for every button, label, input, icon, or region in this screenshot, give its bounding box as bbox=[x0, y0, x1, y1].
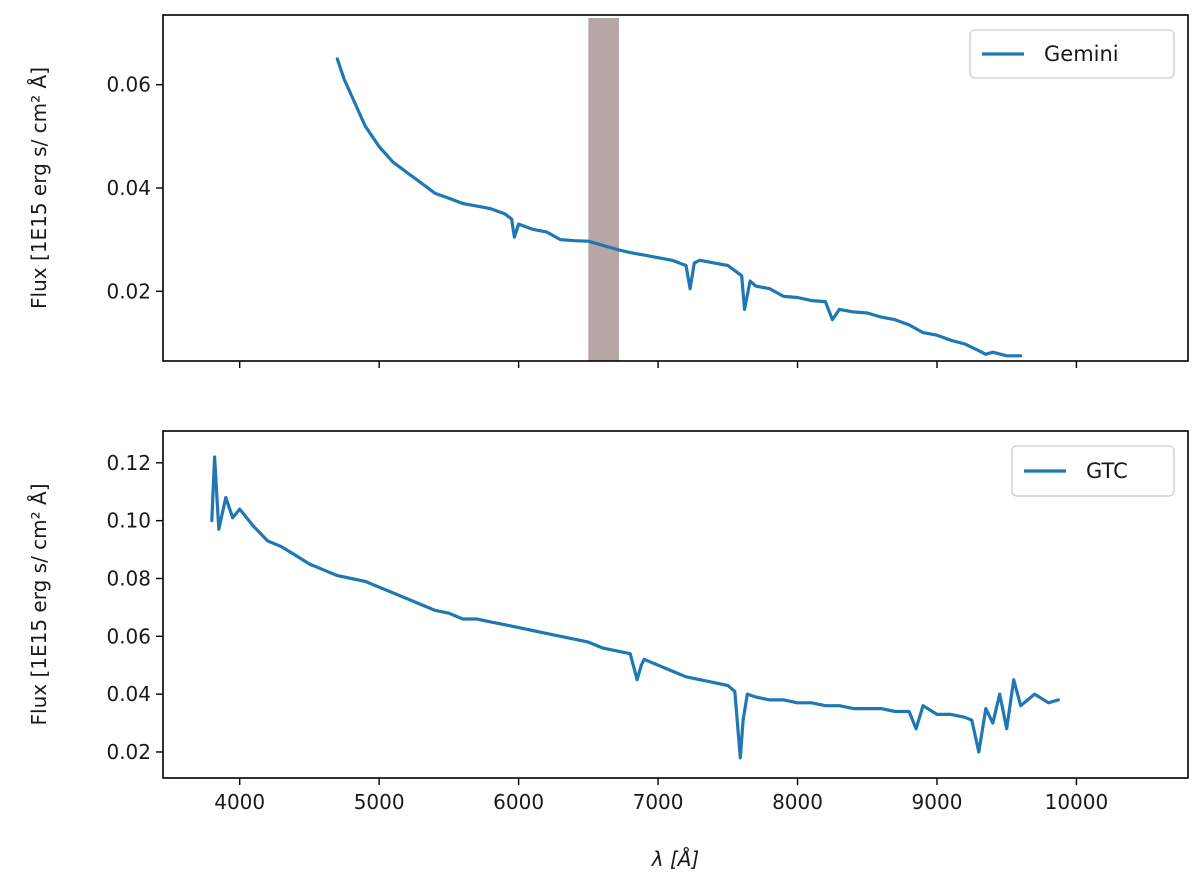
series-line-gtc bbox=[210, 455, 1060, 760]
legend-box bbox=[969, 29, 1175, 79]
legend-box bbox=[1011, 445, 1175, 497]
gemini-panel: 0.02 0.04 0.06 Flux [1E15 erg s/ cm² Å] Gemi… bbox=[27, 14, 1189, 368]
legend-label: GTC bbox=[1086, 459, 1128, 483]
x-axis-label: λ [Å] bbox=[651, 847, 699, 871]
y-tick-label: 0.04 bbox=[106, 682, 151, 706]
y-axis-label: Flux [1E15 erg s/ cm² Å] bbox=[27, 484, 51, 726]
gtc-panel: 0.02 0.04 0.06 0.08 0.10 0.12 4000 5000 6000 7000… bbox=[27, 430, 1189, 871]
y-tick-label: 0.06 bbox=[106, 624, 151, 648]
x-tick-label: 10000 bbox=[1045, 790, 1109, 814]
y-tick-label: 0.08 bbox=[106, 566, 151, 590]
plot-frame bbox=[162, 430, 1189, 779]
y-tick-label: 0.02 bbox=[106, 740, 151, 764]
y-tick-label: 0.04 bbox=[106, 176, 151, 200]
y-tick-label: 0.06 bbox=[106, 73, 151, 97]
y-tick-label: 0.12 bbox=[106, 451, 151, 475]
y-axis-label: Flux [1E15 erg s/ cm² Å] bbox=[27, 67, 51, 309]
x-tick-label: 9000 bbox=[912, 790, 963, 814]
x-tick-label: 5000 bbox=[354, 790, 405, 814]
x-tick-label: 8000 bbox=[772, 790, 823, 814]
legend-label: Gemini bbox=[1044, 42, 1119, 66]
y-tick-label: 0.02 bbox=[106, 279, 151, 303]
y-tick-label: 0.10 bbox=[106, 509, 151, 533]
x-tick-label: 4000 bbox=[214, 790, 265, 814]
x-tick-label: 7000 bbox=[633, 790, 684, 814]
x-tick-label: 6000 bbox=[493, 790, 544, 814]
masked-region bbox=[588, 18, 620, 361]
series-line-gemini bbox=[335, 57, 1023, 358]
